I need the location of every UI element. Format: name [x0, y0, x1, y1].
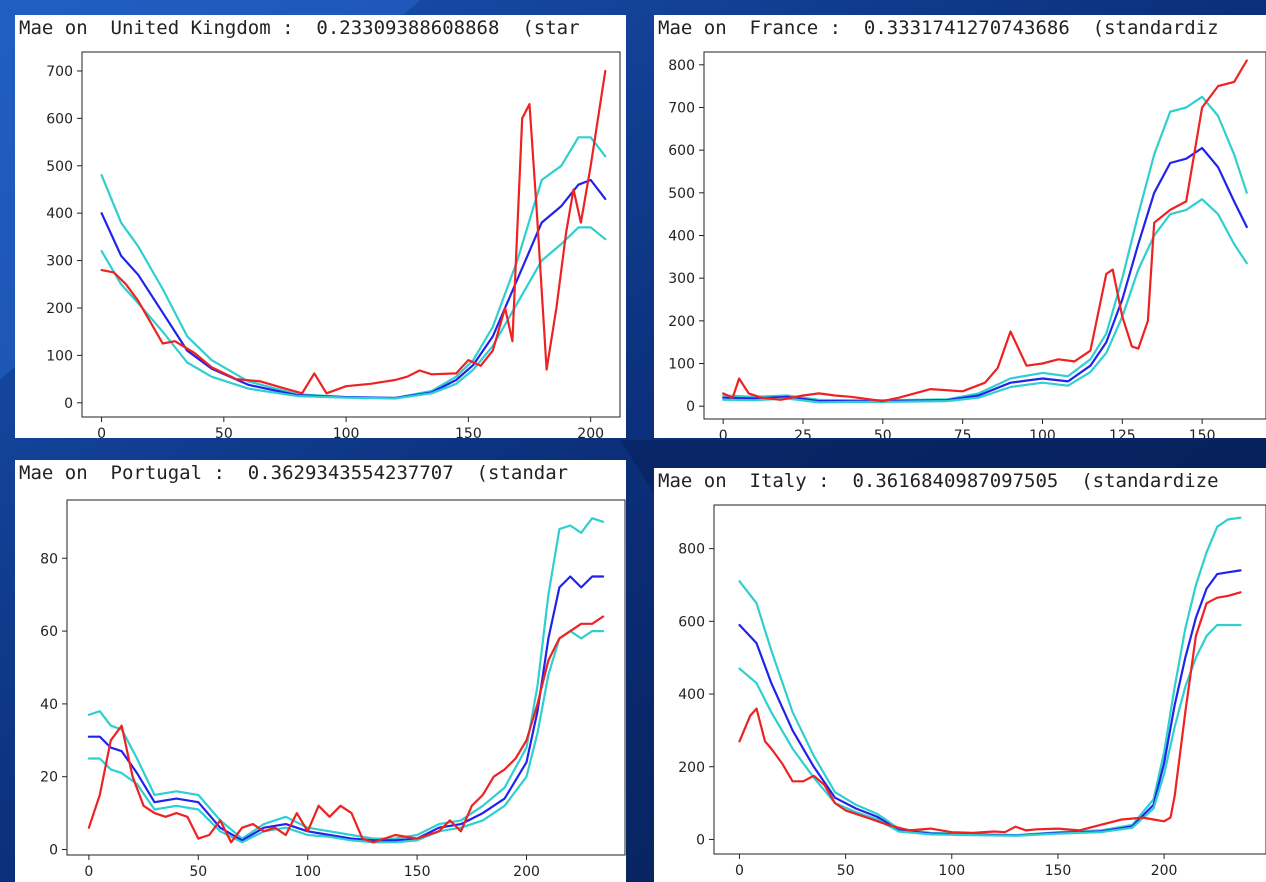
y-tick-label: 0: [64, 396, 73, 412]
chart-title-italy: Mae on Italy : 0.3616840987097505 (stand…: [658, 470, 1219, 492]
series-line-3: [87, 615, 605, 844]
y-tick-label: 200: [46, 301, 73, 317]
x-tick-label: 100: [938, 863, 965, 879]
series-line-1: [738, 569, 1242, 837]
y-tick-label: 100: [46, 348, 73, 364]
y-tick-label: 500: [46, 159, 73, 175]
chart-panel-france: Mae on France : 0.3331741270743686 (stan…: [654, 15, 1266, 438]
x-tick-label: 0: [97, 426, 106, 438]
x-tick-label: 100: [333, 426, 360, 438]
plot-frame: [66, 499, 626, 856]
plot-frame: [713, 504, 1266, 855]
y-tick-label: 80: [40, 551, 58, 567]
x-tick-label: 200: [513, 864, 540, 880]
plot-frame: [81, 51, 621, 418]
x-tick-label: 50: [189, 864, 207, 880]
y-tick-label: 400: [668, 229, 695, 245]
x-tick-label: 0: [735, 863, 744, 879]
y-tick-label: 0: [696, 832, 705, 848]
series-line-3: [100, 69, 607, 395]
chart-panel-uk: Mae on United Kingdom : 0.23309388608868…: [15, 15, 626, 438]
plot-frame: [703, 51, 1266, 420]
chart-title-uk: Mae on United Kingdom : 0.23309388608868…: [19, 17, 580, 39]
x-tick-label: 50: [874, 428, 892, 438]
x-tick-label: 0: [84, 864, 93, 880]
y-tick-label: 0: [49, 843, 58, 859]
y-tick-label: 300: [668, 271, 695, 287]
y-tick-label: 800: [668, 58, 695, 74]
chart-title-france: Mae on France : 0.3331741270743686 (stan…: [658, 17, 1219, 39]
x-tick-label: 50: [215, 426, 233, 438]
x-tick-label: 125: [1109, 428, 1136, 438]
y-tick-label: 40: [40, 697, 58, 713]
series-line-0: [100, 136, 607, 400]
x-tick-label: 25: [794, 428, 812, 438]
y-tick-label: 700: [46, 64, 73, 80]
chart-svg-portugal: 0 50 100 150 200 0 20 40 60 80: [40, 499, 626, 880]
series-line-1: [87, 575, 605, 842]
x-tick-label: 150: [1189, 428, 1216, 438]
y-tick-label: 0: [686, 399, 695, 415]
chart-svg-italy: 0 50 100 150 200 0 200 400 600 800: [678, 504, 1266, 879]
y-tick-label: 600: [668, 143, 695, 159]
y-tick-label: 700: [668, 100, 695, 116]
series-line-2: [87, 630, 605, 844]
chart-svg-france: 0 25 50 75 100 125 150 0 100 200 300 400 500 600 700 80…: [668, 51, 1266, 438]
y-tick-label: 600: [678, 614, 705, 630]
y-tick-label: 60: [40, 624, 58, 640]
series-line-3: [722, 59, 1248, 403]
y-tick-label: 800: [678, 542, 705, 558]
series-line-1: [100, 178, 607, 400]
series-line-2: [722, 198, 1248, 404]
x-tick-label: 150: [455, 426, 482, 438]
y-tick-label: 400: [678, 687, 705, 703]
x-tick-label: 50: [837, 863, 855, 879]
series-line-2: [100, 226, 607, 400]
x-tick-label: 100: [294, 864, 321, 880]
y-tick-label: 300: [46, 254, 73, 270]
y-tick-label: 200: [668, 314, 695, 330]
y-tick-label: 200: [678, 760, 705, 776]
chart-title-portugal: Mae on Portugal : 0.3629343554237707 (st…: [19, 462, 569, 484]
x-tick-label: 150: [404, 864, 431, 880]
y-tick-label: 500: [668, 186, 695, 202]
series-line-1: [722, 146, 1248, 403]
x-tick-label: 200: [1151, 863, 1178, 879]
chart-svg-uk: 0 50 100 150 200 0 100 200 300 400 500 600 700: [46, 51, 621, 438]
series-line-2: [738, 623, 1242, 837]
x-tick-label: 200: [577, 426, 604, 438]
y-tick-label: 600: [46, 111, 73, 127]
series-line-3: [738, 591, 1242, 834]
y-tick-label: 20: [40, 770, 58, 786]
x-tick-label: 0: [719, 428, 728, 438]
series-line-0: [722, 95, 1248, 402]
x-tick-label: 100: [1029, 428, 1056, 438]
series-line-0: [87, 517, 605, 840]
y-tick-label: 400: [46, 206, 73, 222]
x-tick-label: 150: [1045, 863, 1072, 879]
chart-panel-portugal: Mae on Portugal : 0.3629343554237707 (st…: [15, 460, 626, 882]
series-line-0: [738, 516, 1242, 837]
y-tick-label: 100: [668, 357, 695, 373]
chart-panel-italy: Mae on Italy : 0.3616840987097505 (stand…: [654, 468, 1266, 882]
x-tick-label: 75: [954, 428, 972, 438]
